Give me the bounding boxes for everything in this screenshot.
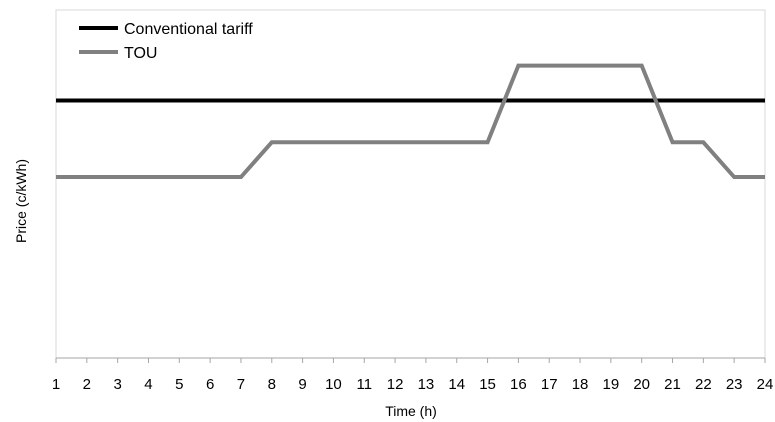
data-point [177,98,181,102]
series-line-1 [56,63,765,180]
data-point [609,98,613,102]
data-point [331,140,335,144]
x-tick-label: 21 [664,376,681,393]
data-point [578,63,582,67]
data-point [270,98,274,102]
x-tick-label: 3 [113,376,121,393]
x-tick-label: 20 [633,376,650,393]
data-point [455,98,459,102]
x-tick-label: 23 [726,376,743,393]
data-point [578,98,582,102]
legend: Conventional tariff TOU [79,21,253,62]
data-point [732,98,736,102]
data-point [701,140,705,144]
data-point [485,98,489,102]
data-point [115,175,119,179]
x-tick-label: 13 [418,376,435,393]
x-tick-label: 1 [52,376,60,393]
data-point [516,63,520,67]
x-tick-label: 12 [387,376,404,393]
data-point [208,98,212,102]
data-point [54,98,58,102]
plot-area [55,9,766,359]
data-point [701,98,705,102]
legend-label-1: TOU [124,45,157,62]
data-point [331,98,335,102]
data-point [85,98,89,102]
x-tick-label: 16 [510,376,527,393]
x-tick-label: 9 [298,376,306,393]
data-point [485,140,489,144]
data-point [300,98,304,102]
x-tick-label: 11 [356,376,372,393]
data-point [393,140,397,144]
x-tick-label: 22 [695,376,712,393]
data-point [639,63,643,67]
data-point [54,175,58,179]
data-point [609,63,613,67]
data-point [362,98,366,102]
data-point [670,140,674,144]
x-axis-ticks: 1 2 3 4 5 6 7 8 9 10 11 12 13 14 15 16 17 18 19 20 21 22 23 24 [52,358,774,393]
data-point [300,140,304,144]
x-tick-label: 14 [448,376,465,393]
data-point [732,175,736,179]
x-tick-label: 19 [603,376,620,393]
series-layer [54,63,767,180]
x-tick-label: 15 [479,376,496,393]
data-point [362,140,366,144]
data-point [639,98,643,102]
x-tick-label: 4 [144,376,152,393]
data-point [670,98,674,102]
x-tick-label: 6 [206,376,214,393]
y-axis-title: Price (c/kWh) [13,159,29,243]
x-tick-label: 17 [541,376,558,393]
data-point [146,175,150,179]
data-point [424,98,428,102]
data-point [455,140,459,144]
x-tick-label: 18 [572,376,589,393]
data-point [239,98,243,102]
data-point [239,175,243,179]
legend-label-0: Conventional tariff [124,21,253,38]
data-point [547,98,551,102]
x-tick-label: 10 [325,376,342,393]
data-point [146,98,150,102]
data-point [115,98,119,102]
data-point [208,175,212,179]
data-point [85,175,89,179]
data-point [424,140,428,144]
data-point [763,98,767,102]
x-tick-label: 5 [175,376,183,393]
x-tick-label: 2 [83,376,91,393]
data-point [516,98,520,102]
x-axis-title: Time (h) [385,403,437,419]
data-point [270,140,274,144]
data-point [177,175,181,179]
data-point [393,98,397,102]
x-tick-label: 7 [237,376,245,393]
data-point [763,175,767,179]
x-tick-label: 24 [757,376,774,393]
data-point [547,63,551,67]
x-tick-label: 8 [268,376,276,393]
